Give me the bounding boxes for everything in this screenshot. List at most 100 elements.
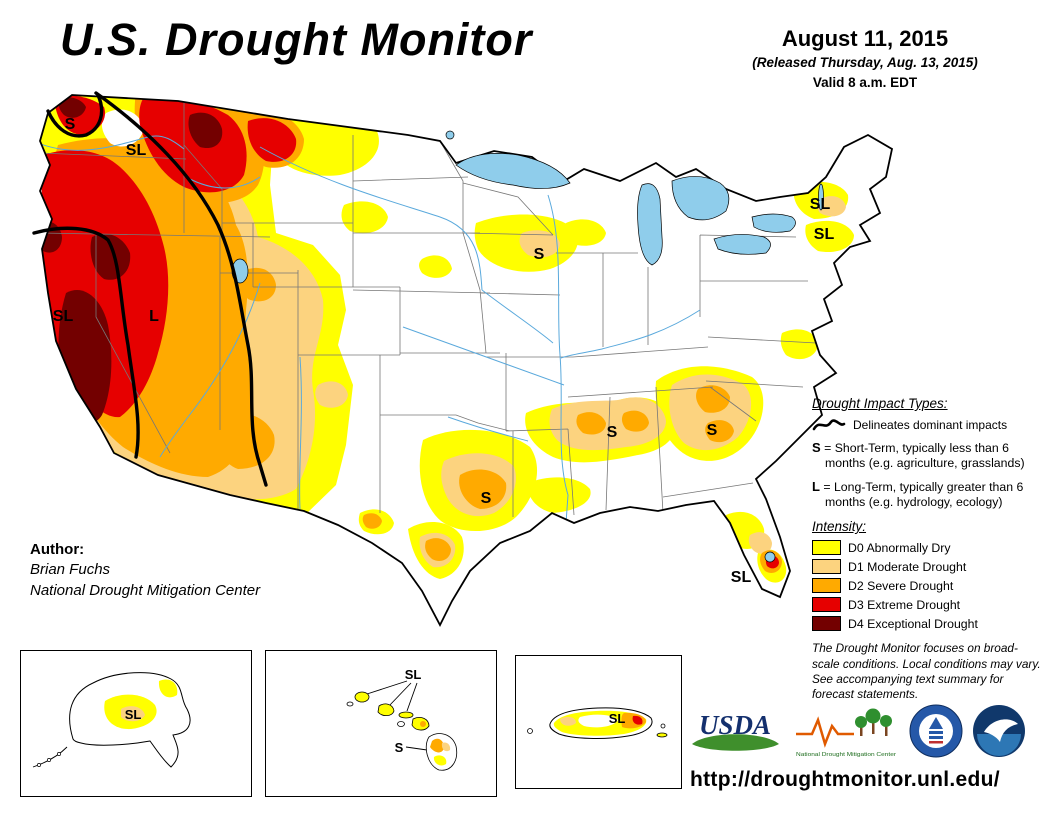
tree-icon [880,715,892,727]
author-org: National Drought Mitigation Center [30,581,261,599]
big-island-d2-area [430,738,444,753]
hawaii-inset: SL S [265,650,497,797]
impact-label: S [707,422,718,439]
cpc-emblem-bar [929,736,943,739]
mona-island [527,728,533,734]
logo-row: USDA National Drought Mitigation Center [688,697,1052,765]
d3-label: D3 Extreme Drought [848,597,961,612]
long-term-key: L [812,478,820,494]
d2-label: D2 Severe Drought [848,578,954,593]
cpc-seal-icon [909,704,963,758]
intensity-title: Intensity: [812,519,867,535]
vieques-island [656,732,668,738]
pr-non-drought [578,714,618,728]
impact-label: SL [810,196,831,213]
author-block: Author: Brian Fuchs National Drought Mit… [30,540,260,601]
impact-label: S [534,246,545,263]
kauai-island [354,691,370,703]
delineates-label: Delineates dominant impacts [853,418,1008,432]
d2-swatch [812,578,841,594]
lake-superior [455,153,571,189]
noaa-seal-icon [973,705,1025,757]
disclaimer-text: The Drought Monitor focuses on broad-sca… [812,641,1041,702]
state-borders [40,97,817,517]
long-term-text: = Long-Term, typically greater than 6 mo… [823,479,1024,510]
cpc-emblem-bar [929,731,943,734]
delineates-row: Delineates dominant impacts [812,417,1050,433]
lake-of-the-woods [445,130,455,140]
d1-swatch [812,559,841,575]
impact-label: S [607,424,618,441]
label-connector [366,680,428,751]
impact-curve-icon [812,419,846,431]
author-label: Author: [30,541,85,558]
lakes [231,130,824,563]
d3-swatch [812,597,841,613]
us-drought-map: S SL SL L S S S S SL SL SL [32,91,893,626]
maui-d2-spot [420,721,426,727]
aleutian-island [47,758,51,762]
impact-labels: S SL SL L S S S S SL SL SL [53,116,835,586]
usda-logo: USDA [692,710,779,751]
lake-champlain [818,183,824,211]
tree-trunk [885,726,888,736]
legend-item-d4: D4 Exceptional Drought [812,616,1050,632]
usda-wordmark: USDA [699,710,771,740]
noaa-ocean [977,734,1021,756]
lake-okeechobee [764,551,776,563]
non-drought-patch [101,109,144,147]
legend-item-d2: D2 Severe Drought [812,578,1050,594]
alaska-d1-area [121,706,145,722]
pr-d1-area [560,716,576,726]
impact-label: SL [125,707,142,722]
impact-label: SL [53,308,74,325]
aleutian-island [37,763,41,767]
d0-label: D0 Abnormally Dry [848,540,951,555]
big-island-d1-area [441,742,451,752]
legend-item-d1: D1 Moderate Drought [812,559,1050,575]
molokai-island [398,711,414,719]
author-name: Brian Fuchs [30,561,111,579]
valid-time: Valid 8 a.m. EDT [812,75,918,90]
lake-michigan [637,183,663,266]
alaska-d0-area [158,679,178,698]
big-island-d0-area [433,755,447,766]
droughtmonitor-url: http://droughtmonitor.unl.edu/ [690,768,1000,791]
release-date: (Released Thursday, Aug. 13, 2015) [752,55,978,70]
lanai-island [397,721,405,727]
pr-d3-area [632,715,643,725]
alaska-map: SL [32,672,191,768]
niihau-island [346,701,354,707]
ndmc-caption: National Drought Mitigation Center [796,752,896,758]
alaska-inset: SL [20,650,252,797]
ndmc-logo: National Drought Mitigation Center [796,708,896,758]
impact-label: S [395,740,404,755]
tree-trunk [872,722,875,734]
impact-label: SL [814,226,835,243]
tree-icon [855,716,867,728]
drought-areas [40,95,854,583]
d0-swatch [812,540,841,556]
date-block: August 11, 2015 (Released Thursday, Aug.… [700,26,1030,90]
impact-types-title: Drought Impact Types: [812,396,948,411]
legend-item-d0: D0 Abnormally Dry [812,540,1050,556]
impact-label: SL [609,711,626,726]
short-term-key: S [812,440,821,455]
impact-label: S [65,116,76,133]
tree-icon [865,708,881,724]
lake-erie [713,234,771,255]
cpc-emblem [929,717,943,729]
cpc-emblem-base [929,741,943,744]
impact-label: S [481,490,492,507]
puerto-rico-map: SL [527,707,668,739]
impact-label: SL [731,569,752,586]
map-date: August 11, 2015 [781,26,949,51]
usda-swoosh [692,733,779,751]
d4-label: D4 Exceptional Drought [848,616,978,631]
impact-label: SL [405,667,422,682]
d1-label: D1 Moderate Drought [848,559,967,574]
noaa-bird [984,719,1018,742]
culebra-island [660,723,666,729]
long-term-definition: L = Long-Term, typically greater than 6 … [812,479,1050,511]
